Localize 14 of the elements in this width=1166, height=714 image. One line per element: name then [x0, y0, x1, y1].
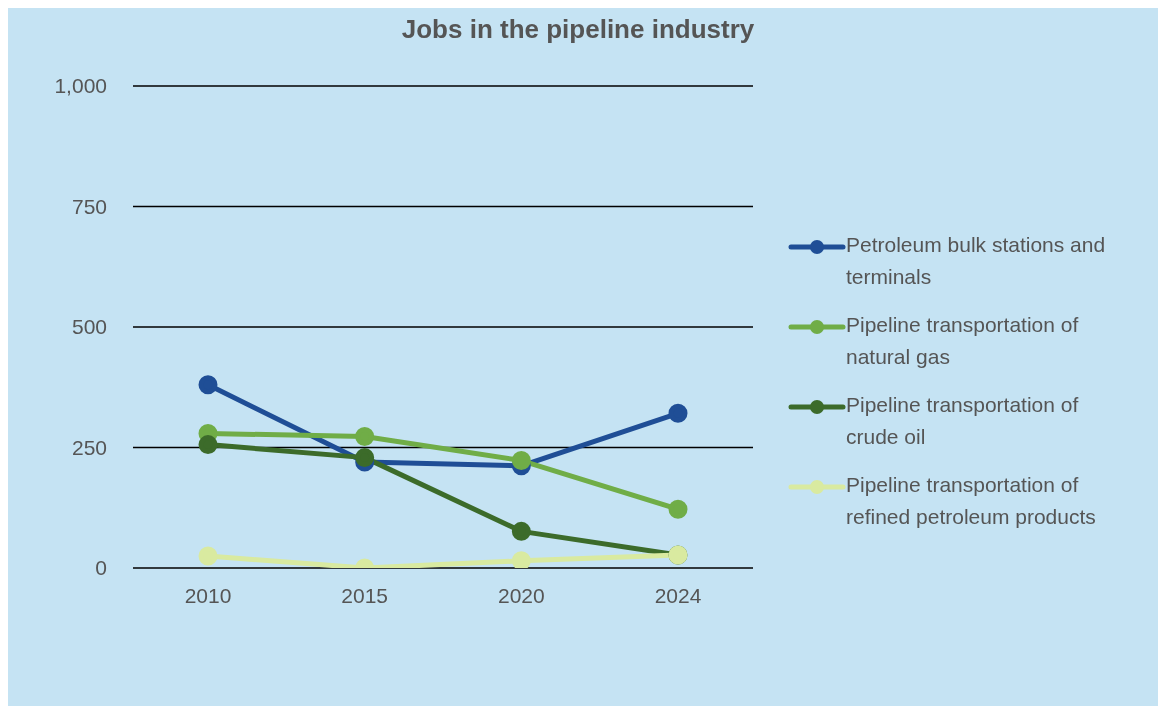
- y-tick-label: 500: [71, 315, 107, 339]
- x-tick-label: 2010: [184, 583, 232, 607]
- x-tick-label: 2024: [654, 583, 702, 607]
- legend-label: Pipeline transportation of crude oil: [846, 392, 1080, 450]
- x-tick-label: 2020: [497, 583, 545, 607]
- y-tick-label: 1,000: [54, 74, 107, 98]
- x-tick-label: 2015: [341, 583, 389, 607]
- chart-title: Jobs in the pipeline industry: [400, 14, 756, 45]
- y-tick-label: 750: [71, 194, 107, 218]
- y-tick-label: 0: [95, 556, 107, 580]
- legend-label: Pipeline transportation of refined petroleum products: [846, 472, 1097, 530]
- legend-label: Petroleum bulk stations and terminals: [846, 232, 1107, 290]
- y-tick-label: 250: [71, 435, 107, 459]
- legend-label: Pipeline transportation of natural gas: [846, 312, 1080, 370]
